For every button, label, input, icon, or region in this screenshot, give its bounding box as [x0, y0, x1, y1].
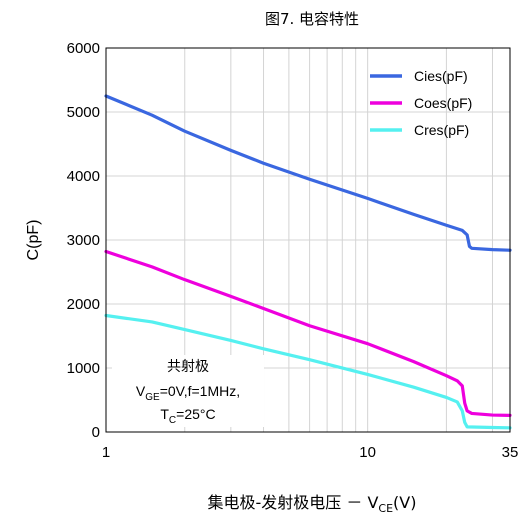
annotation-t: T: [160, 406, 169, 422]
y-tick-label: 5000: [67, 104, 100, 121]
series-line-1: [104, 94, 512, 252]
x-axis-label-suffix: (V): [393, 493, 416, 512]
chart-title: 图7. 电容特性: [265, 10, 359, 28]
y-axis-label: C(pF): [25, 220, 42, 261]
x-axis-label-sub: CE: [378, 502, 393, 515]
plot-frame: [105, 47, 511, 433]
legend-label: Cies(pF): [414, 68, 468, 84]
series-line-2: [104, 249, 512, 417]
x-tick-label: 1: [102, 444, 110, 461]
y-tick-label: 2000: [67, 296, 100, 313]
y-tick-label: 1000: [67, 360, 100, 377]
test-conditions: 共射极 VGE=0V,f=1MHz, TC=25°C: [136, 359, 240, 426]
legend-label: Cres(pF): [414, 122, 469, 138]
x-tick-labels: 1 10 35: [102, 444, 519, 461]
annotation-line-3: TC=25°C: [160, 406, 215, 426]
x-axis-label-prefix: 集电极-发射极电压 － V: [208, 493, 379, 512]
annotation-line-1: 共射极: [167, 359, 209, 375]
x-tick-label: 35: [502, 444, 519, 461]
y-tick-label: 4000: [67, 168, 100, 185]
annotation-box: [112, 355, 264, 427]
legend: Cies(pF) Coes(pF) Cres(pF): [370, 68, 472, 138]
y-tick-label: 0: [92, 424, 100, 441]
y-tick-labels: 0 1000 2000 3000 4000 5000 6000: [67, 40, 100, 441]
annotation-t-rest: =25°C: [176, 406, 215, 422]
annotation-v-rest: =0V,f=1MHz,: [160, 383, 240, 399]
legend-label: Coes(pF): [414, 95, 472, 111]
annotation-line-2: VGE=0V,f=1MHz,: [136, 383, 240, 403]
annotation-v-sub: GE: [145, 392, 160, 403]
series-line-3: [104, 313, 512, 430]
annotation-v: V: [136, 383, 146, 399]
grid: [106, 48, 510, 432]
x-tick-label: 10: [359, 444, 376, 461]
y-tick-label: 3000: [67, 232, 100, 249]
series-lines: [104, 94, 512, 430]
x-axis-label: 集电极-发射极电压 － VCE(V): [208, 493, 417, 515]
annotation-t-sub: C: [169, 415, 176, 426]
y-tick-label: 6000: [67, 40, 100, 57]
